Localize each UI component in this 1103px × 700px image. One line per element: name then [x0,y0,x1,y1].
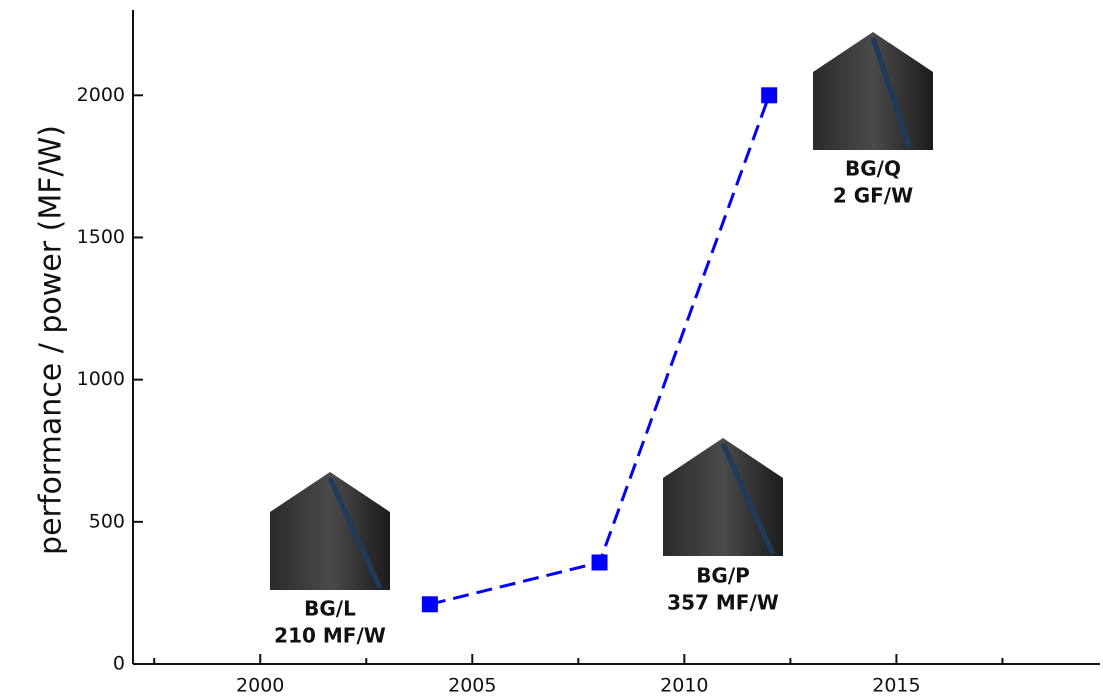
x-tick-label: 2005 [448,675,496,697]
chart: performance / power (MF/W) 0 500 1000 1500 2… [0,0,1103,696]
y-tick-label: 500 [89,510,125,532]
y-axis-label: performance / power (MF/W) [34,125,69,555]
annotation: BG/L [304,597,356,621]
annotation: 2 GF/W [833,184,913,208]
y-tick-label: 1500 [77,226,125,248]
x-tick-label: 2010 [660,675,708,697]
rack-image [270,472,390,590]
y-tick-label: 2000 [77,84,125,106]
rack-image [813,32,933,150]
x-tick-label: 2000 [236,675,284,697]
annotation: 357 MF/W [667,591,779,615]
annotation: BG/P [696,564,750,588]
data-point [592,554,608,570]
data-point [422,596,438,612]
annotation: 210 MF/W [274,624,386,648]
rack-image [663,438,783,556]
y-tick-label: 1000 [77,368,125,390]
x-tick-label: 2015 [872,675,920,697]
annotation: BG/Q [845,157,901,181]
data-point [761,87,777,103]
y-tick-label: 0 [113,653,125,675]
